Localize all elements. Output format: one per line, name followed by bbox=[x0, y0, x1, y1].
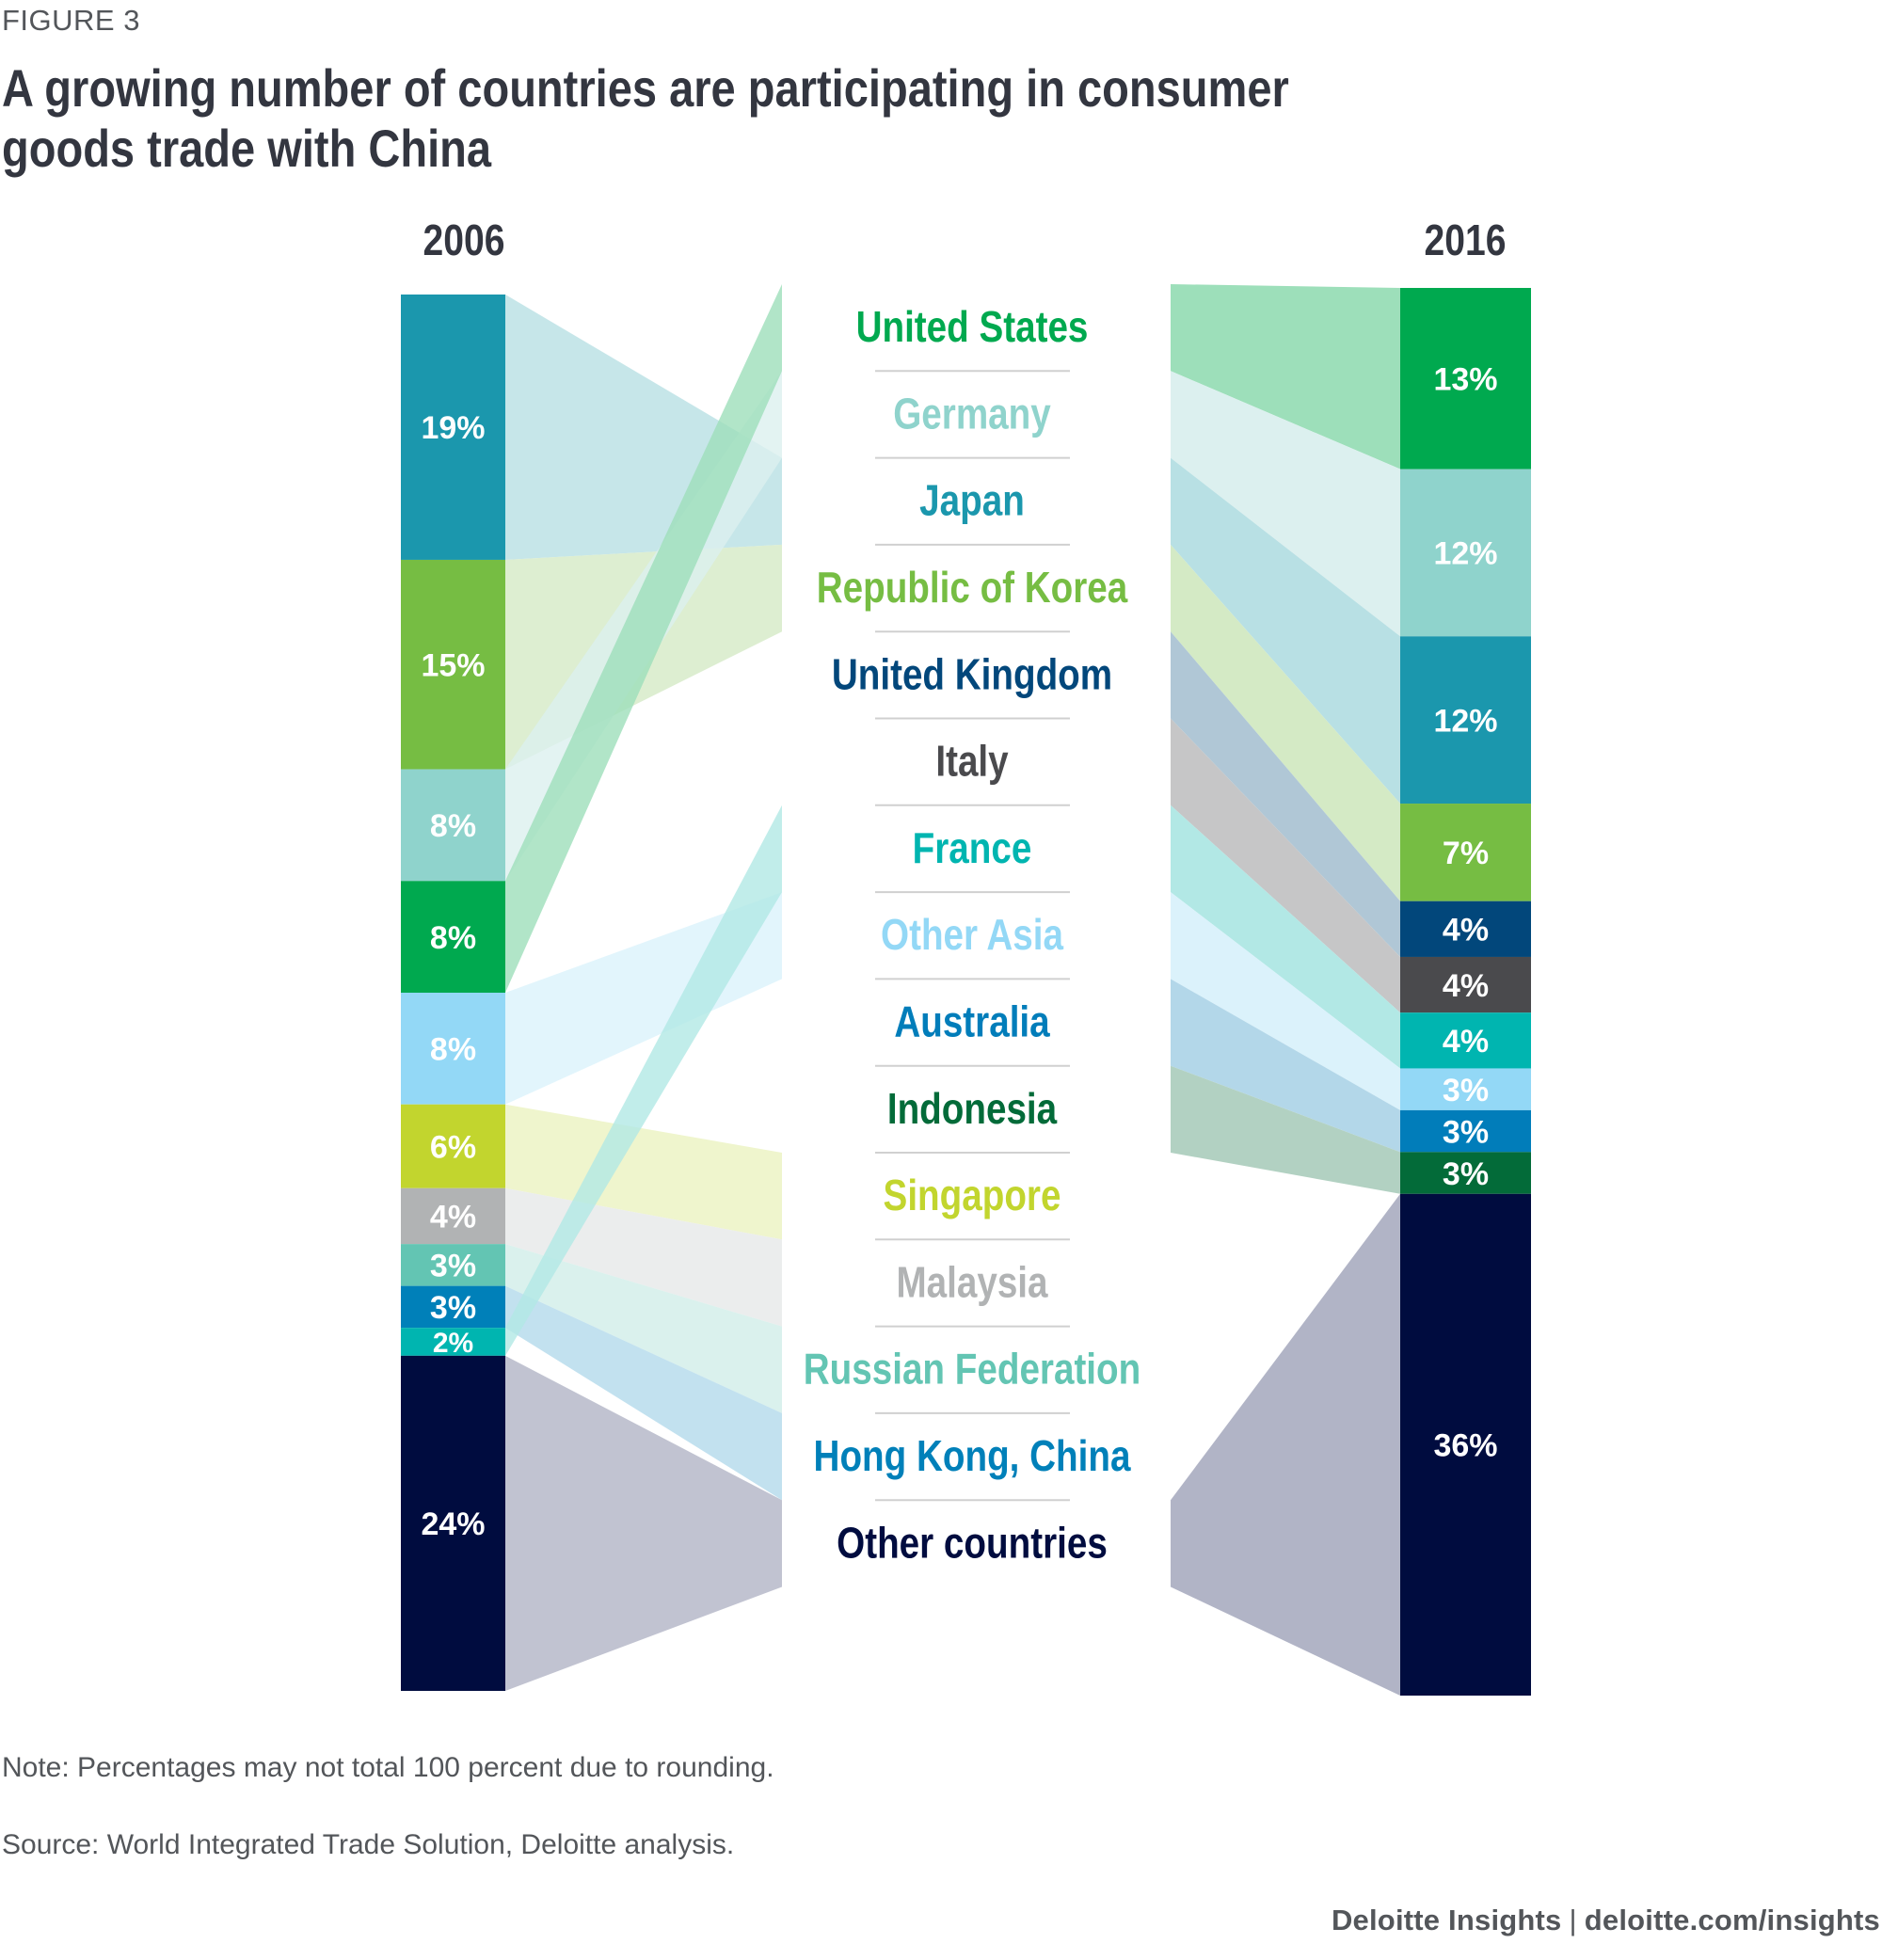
chart-title: A growing number of countries are partic… bbox=[2, 58, 1289, 178]
band-2006-singapore bbox=[505, 1104, 782, 1240]
band-2016-other-asia bbox=[1171, 892, 1400, 1110]
country-label-italy: Italy bbox=[935, 738, 1009, 786]
value-label-2006-france: 2% bbox=[433, 1328, 473, 1359]
value-label-2016-germany: 12% bbox=[1433, 536, 1497, 572]
note-text: Note: Percentages may not total 100 perc… bbox=[2, 1752, 774, 1783]
value-label-2016-australia: 3% bbox=[1443, 1114, 1489, 1150]
bar-segment-2006-other-asia bbox=[401, 993, 505, 1105]
band-2016-france bbox=[1171, 805, 1400, 1069]
value-label-2016-united-kingdom: 4% bbox=[1443, 913, 1489, 948]
band-2006-united-states bbox=[505, 284, 782, 993]
bar-segment-2006-france bbox=[401, 1328, 505, 1356]
value-label-2016-france: 4% bbox=[1443, 1024, 1489, 1060]
country-label-indonesia: Indonesia bbox=[887, 1085, 1058, 1133]
bar-segment-2006-republic-of-korea bbox=[401, 559, 505, 770]
country-labels: United States Germany Japan Republic of Kor… bbox=[804, 303, 1140, 1567]
year-header-2006: 2006 bbox=[423, 215, 505, 264]
country-label-australia: Australia bbox=[894, 997, 1050, 1045]
bar-segment-2006-hong-kong-china bbox=[401, 1285, 505, 1329]
sankey-chart: 19%15%8%8%8%6%4%3%3%2%24% 13%12%12%7%4%4… bbox=[401, 284, 1531, 1696]
country-label-france: France bbox=[913, 824, 1032, 872]
bar-segment-2016-australia bbox=[1400, 1109, 1531, 1153]
country-label-russian-federation: Russian Federation bbox=[804, 1346, 1140, 1394]
country-label-republic-of-korea: Republic of Korea bbox=[817, 564, 1128, 612]
value-label-2006-japan: 19% bbox=[421, 410, 485, 446]
bar-segment-2016-united-states bbox=[1400, 288, 1531, 470]
bar-segment-2006-united-states bbox=[401, 881, 505, 993]
bar-segment-2006-germany bbox=[401, 769, 505, 882]
bands-2016 bbox=[1171, 284, 1400, 1696]
credit-url[interactable]: deloitte.com/insights bbox=[1584, 1904, 1880, 1936]
source-text: Source: World Integrated Trade Solution,… bbox=[2, 1829, 735, 1860]
credit-brand: Deloitte Insights bbox=[1331, 1904, 1562, 1936]
country-label-other-countries: Other countries bbox=[837, 1519, 1108, 1567]
value-label-2016-republic-of-korea: 7% bbox=[1443, 836, 1489, 871]
country-label-hong-kong-china: Hong Kong, China bbox=[814, 1432, 1131, 1480]
value-label-2006-singapore: 6% bbox=[430, 1129, 476, 1165]
band-2016-other-countries bbox=[1171, 1193, 1400, 1696]
value-label-2016-japan: 12% bbox=[1433, 703, 1497, 739]
value-label-2006-hong-kong-china: 3% bbox=[430, 1290, 476, 1326]
value-label-2016-other-countries: 36% bbox=[1433, 1428, 1497, 1464]
bar-segment-2016-other-countries bbox=[1400, 1193, 1531, 1696]
value-label-2006-germany: 8% bbox=[430, 808, 476, 844]
bar-segment-2016-republic-of-korea bbox=[1400, 804, 1531, 901]
value-label-2006-malaysia: 4% bbox=[430, 1200, 476, 1235]
stacked-bar-2016: 13% 12% 12% 7% 4% 4% 4% 3% 3% 3% 36% bbox=[1400, 288, 1531, 1696]
bar-segment-2016-other-asia bbox=[1400, 1068, 1531, 1110]
value-label-2006-other-asia: 8% bbox=[430, 1032, 476, 1068]
band-2016-australia bbox=[1171, 979, 1400, 1153]
stacked-bar-2006: 19%15%8%8%8%6%4%3%3%2%24% bbox=[401, 295, 505, 1691]
value-label-2016-other-asia: 3% bbox=[1443, 1073, 1489, 1108]
band-2016-united-kingdom bbox=[1171, 631, 1400, 957]
country-label-singapore: Singapore bbox=[884, 1171, 1061, 1219]
band-2006-france bbox=[505, 805, 782, 1356]
band-2006-russian-federation bbox=[505, 1244, 782, 1413]
figure-label: FIGURE 3 bbox=[2, 4, 140, 37]
bar-segment-2006-malaysia bbox=[401, 1187, 505, 1245]
year-header-2016: 2016 bbox=[1424, 215, 1507, 264]
value-label-2006-republic-of-korea: 15% bbox=[421, 648, 485, 684]
band-2006-hong-kong-china bbox=[505, 1285, 782, 1501]
band-2016-united-states bbox=[1171, 284, 1400, 470]
credit-separator: | bbox=[1569, 1904, 1577, 1936]
credit-line: Deloitte Insights | deloitte.com/insights bbox=[1332, 1904, 1880, 1937]
bar-segment-2006-russian-federation bbox=[401, 1244, 505, 1286]
bar-segment-2016-italy bbox=[1400, 956, 1531, 1013]
bar-segment-2016-japan bbox=[1400, 636, 1531, 805]
value-label-2006-other-countries: 24% bbox=[421, 1506, 485, 1542]
bar-segment-2006-other-countries bbox=[401, 1355, 505, 1691]
bar-segment-2016-united-kingdom bbox=[1400, 900, 1531, 957]
bar-segment-2006-singapore bbox=[401, 1104, 505, 1188]
bands-2006 bbox=[505, 284, 782, 1691]
country-label-japan: Japan bbox=[919, 477, 1025, 525]
bar-segment-2016-indonesia bbox=[1400, 1152, 1531, 1194]
country-label-united-states: United States bbox=[856, 303, 1089, 351]
value-label-2016-italy: 4% bbox=[1443, 968, 1489, 1004]
country-label-united-kingdom: United Kingdom bbox=[832, 650, 1112, 698]
bar-segment-2016-germany bbox=[1400, 469, 1531, 637]
band-2016-italy bbox=[1171, 718, 1400, 1013]
band-2016-republic-of-korea bbox=[1171, 544, 1400, 901]
bar-segment-2016-france bbox=[1400, 1012, 1531, 1069]
band-2006-other-countries bbox=[505, 1355, 782, 1691]
value-label-2016-indonesia: 3% bbox=[1443, 1156, 1489, 1192]
value-label-2006-russian-federation: 3% bbox=[430, 1249, 476, 1284]
country-label-other-asia: Other Asia bbox=[881, 911, 1063, 959]
bar-segment-2006-japan bbox=[401, 295, 505, 560]
band-2016-indonesia bbox=[1171, 1065, 1400, 1194]
band-2016-germany bbox=[1171, 371, 1400, 637]
value-label-2016-united-states: 13% bbox=[1433, 362, 1497, 398]
band-2016-japan bbox=[1171, 457, 1400, 805]
country-label-malaysia: Malaysia bbox=[896, 1258, 1047, 1306]
country-label-germany: Germany bbox=[893, 390, 1051, 438]
value-label-2006-united-states: 8% bbox=[430, 920, 476, 956]
